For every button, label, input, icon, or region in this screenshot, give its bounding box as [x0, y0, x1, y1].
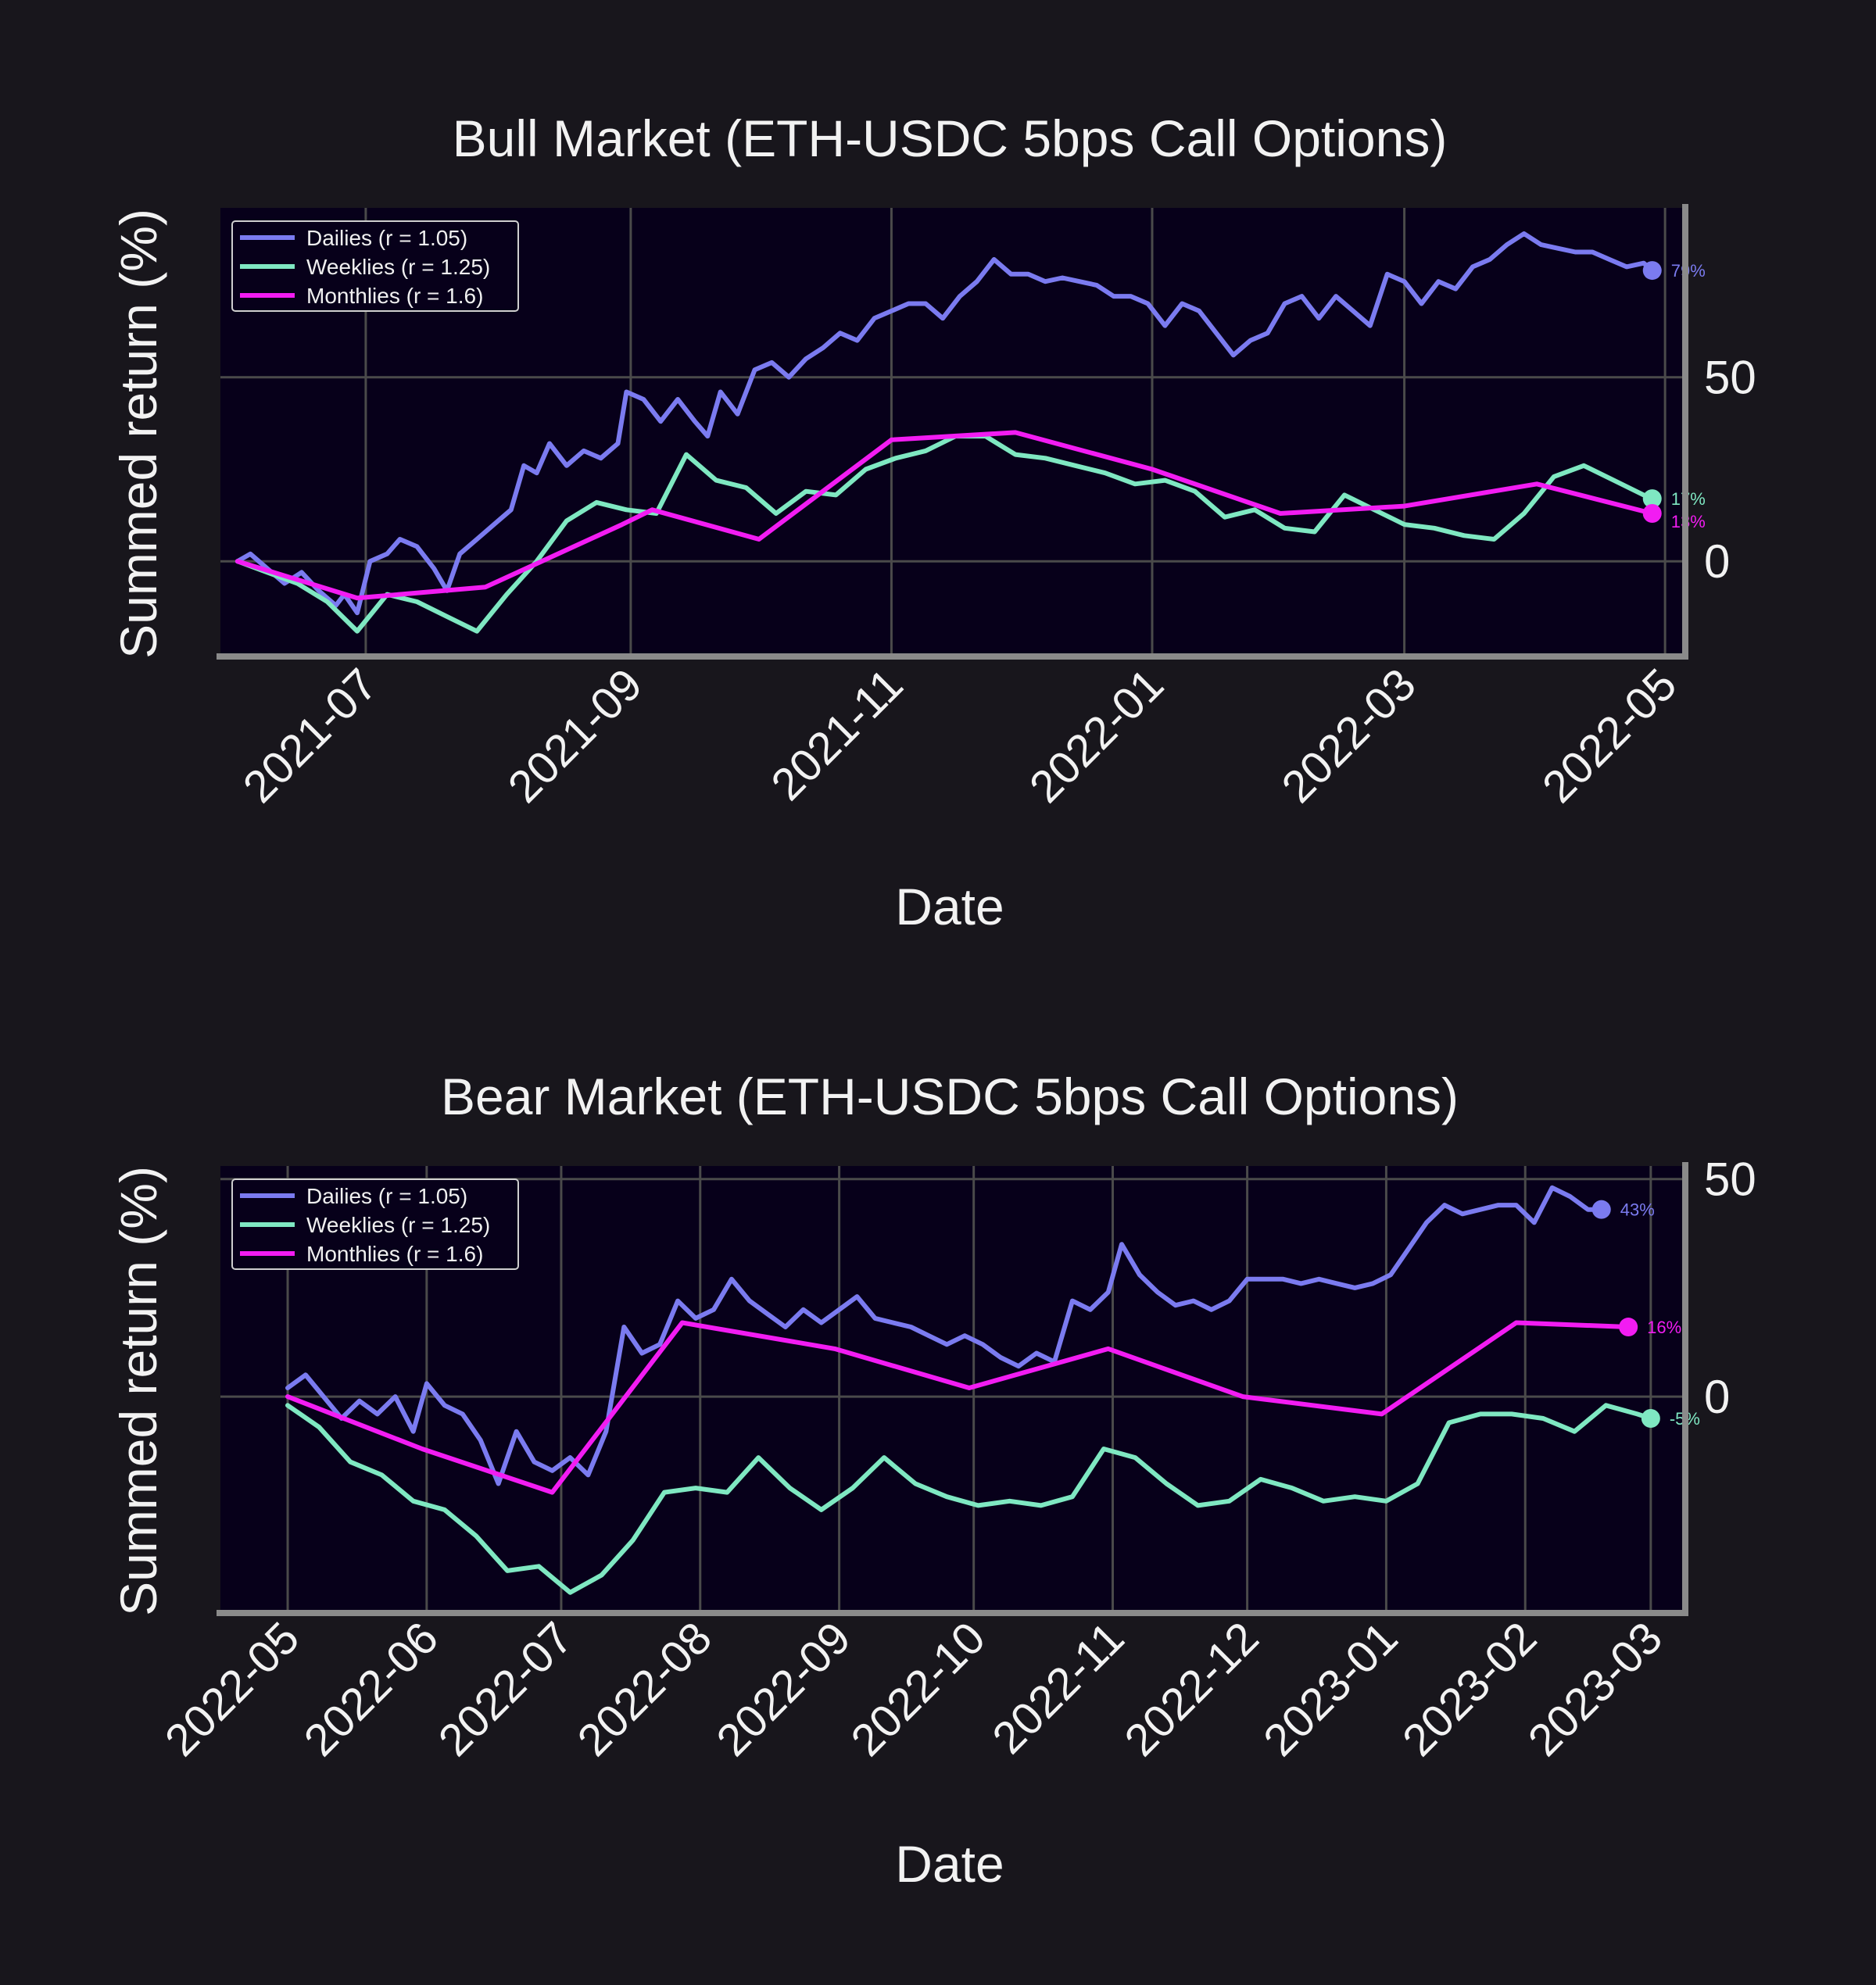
series-line-dailies — [285, 1185, 1604, 1486]
series-end-marker — [1591, 1200, 1611, 1219]
x-tick-label: 2022-10 — [841, 1612, 994, 1765]
x-tick-label: 2022-05 — [156, 1612, 309, 1765]
x-tick-label: 2022-05 — [1533, 659, 1686, 812]
x-tick-label: 2022-03 — [1272, 659, 1425, 812]
x-tick-label: 2023-03 — [1519, 1612, 1672, 1765]
series-end-marker — [1642, 261, 1662, 281]
legend-box — [231, 220, 519, 312]
x-tick-label: 2021-11 — [761, 659, 912, 810]
legend-label: Weeklies (r = 1.25) — [306, 1213, 490, 1237]
y-axis-label: Summed return (%) — [109, 1166, 167, 1616]
x-tick-label: 2022-07 — [429, 1612, 582, 1765]
x-tick-label: 2022-01 — [1020, 659, 1173, 812]
legend-label: Monthlies (r = 1.6) — [306, 1242, 483, 1266]
series-line-monthlies — [285, 1320, 1631, 1495]
x-tick-label: 2021-09 — [499, 659, 652, 812]
chart-title: Bull Market (ETH-USDC 5bps Call Options) — [453, 109, 1448, 167]
series-end-label: 16% — [1647, 1318, 1681, 1337]
x-axis-label: Date — [895, 878, 1004, 935]
series-end-marker — [1642, 503, 1662, 523]
series-end-marker — [1642, 489, 1662, 509]
series-end-marker — [1641, 1408, 1660, 1428]
series-line-weeklies — [285, 1403, 1653, 1595]
x-tick-label: 2022-08 — [567, 1612, 721, 1765]
x-tick-label: 2022-06 — [295, 1612, 448, 1765]
bear-market-chart: Bear Market (ETH-USDC 5bps Call Options)… — [109, 1068, 1756, 1893]
legend-box — [231, 1178, 519, 1270]
legend-label: Monthlies (r = 1.6) — [306, 284, 483, 308]
x-axis-label: Date — [895, 1835, 1004, 1893]
y-tick-label: 50 — [1704, 352, 1756, 404]
x-tick-label: 2023-02 — [1393, 1612, 1546, 1765]
bull-market-chart: Bull Market (ETH-USDC 5bps Call Options)… — [109, 109, 1756, 935]
series-end-label: 43% — [1620, 1200, 1655, 1220]
x-tick-label: 2021-07 — [234, 659, 387, 812]
y-tick-label: 0 — [1704, 1371, 1730, 1423]
y-tick-label: 0 — [1704, 535, 1730, 588]
series-line-monthlies — [234, 430, 1655, 601]
y-axis-label: Summed return (%) — [109, 209, 167, 659]
x-tick-label: 2023-01 — [1254, 1612, 1407, 1765]
y-tick-label: 50 — [1704, 1153, 1756, 1206]
x-tick-label: 2022-12 — [1115, 1612, 1268, 1765]
series-line-dailies — [234, 231, 1655, 616]
chart-title: Bear Market (ETH-USDC 5bps Call Options) — [441, 1068, 1459, 1125]
legend-label: Weeklies (r = 1.25) — [306, 255, 490, 279]
x-tick-label: 2022-11 — [983, 1612, 1133, 1763]
legend-label: Dailies (r = 1.05) — [306, 1184, 467, 1208]
x-tick-label: 2022-09 — [707, 1612, 860, 1765]
series-end-marker — [1619, 1318, 1638, 1337]
legend-label: Dailies (r = 1.05) — [306, 226, 467, 250]
